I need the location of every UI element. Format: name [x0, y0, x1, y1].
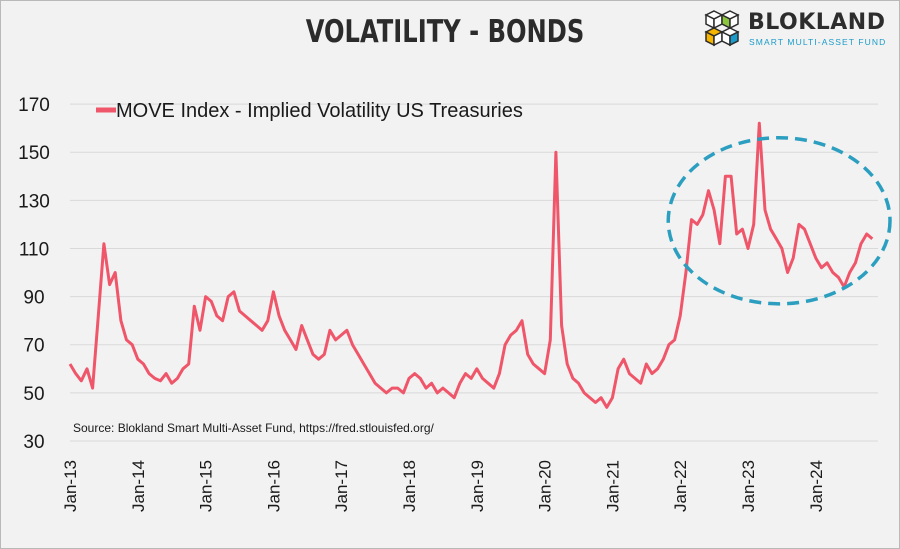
x-tick-label: Jan-14	[129, 460, 148, 512]
x-tick-label: Jan-13	[61, 460, 80, 512]
y-tick-label: 30	[23, 432, 44, 453]
y-axis-ticks: 30 50 70 90 110 130 150 170	[18, 95, 50, 453]
logo-cube-icon	[704, 10, 740, 47]
x-tick-label: Jan-22	[671, 460, 690, 512]
series-line	[68, 121, 874, 409]
x-tick-label: Jan-15	[197, 460, 216, 512]
highlight-ellipse	[666, 136, 892, 306]
x-tick-label: Jan-17	[332, 460, 351, 512]
chart-title: VOLATILITY - BONDS	[305, 14, 585, 50]
x-tick-label: Jan-23	[739, 460, 758, 512]
y-tick-label: 110	[19, 239, 49, 260]
x-tick-label: Jan-18	[400, 460, 419, 512]
x-tick-label: Jan-19	[468, 460, 487, 512]
y-tick-label: 50	[23, 384, 44, 405]
x-tick-label: Jan-24	[807, 460, 826, 512]
legend-label: MOVE Index - Implied Volatility US Treas…	[116, 100, 523, 122]
logo-tagline: SMART MULTI-ASSET FUND	[749, 37, 887, 47]
y-tick-label: 170	[18, 95, 50, 116]
annotation-ellipse	[666, 136, 892, 306]
source-note: Source: Blokland Smart Multi-Asset Fund,…	[73, 421, 434, 435]
blokland-logo: BLOKLAND SMART MULTI-ASSET FUND	[700, 8, 895, 52]
series-move-index	[68, 121, 874, 409]
x-tick-label: Jan-20	[536, 460, 555, 512]
y-tick-label: 70	[23, 336, 44, 357]
y-tick-label: 150	[18, 143, 50, 164]
x-tick-label: Jan-21	[603, 460, 622, 512]
logo-name: BLOKLAND	[748, 10, 886, 35]
y-tick-label: 130	[18, 191, 50, 212]
legend: MOVE Index - Implied Volatility US Treas…	[96, 100, 523, 122]
x-axis-ticks: Jan-13 Jan-14 Jan-15 Jan-16 Jan-17 Jan-18 Jan-…	[61, 460, 826, 512]
y-tick-label: 90	[23, 288, 44, 309]
x-tick-label: Jan-16	[264, 460, 283, 512]
